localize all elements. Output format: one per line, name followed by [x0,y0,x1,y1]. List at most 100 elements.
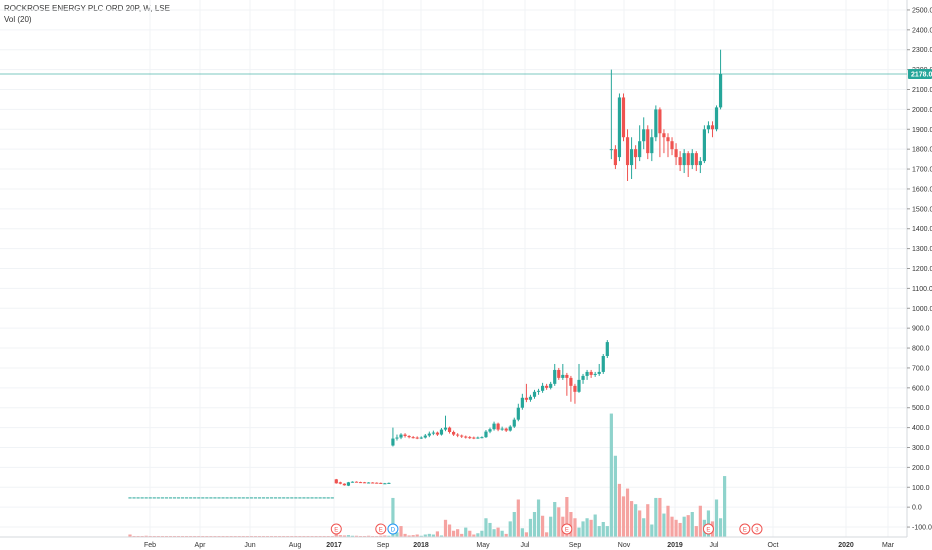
volume-bar [694,526,698,537]
candle-body [363,482,367,484]
candle-body [480,437,484,439]
candle-body [156,497,160,499]
candle-body [638,141,642,158]
candle-body [136,497,140,499]
volume-bar [512,512,516,537]
volume-bar [350,535,355,537]
volume-indicator-label[interactable]: Vol (20) [4,15,32,24]
volume-bar [650,524,654,537]
candle-body [625,137,630,166]
candle-body [577,379,581,392]
y-tick-label: 2100.0 [912,87,932,94]
candle-body [468,437,472,439]
candle-body [358,482,363,484]
candle-body [439,429,444,435]
volume-bar [504,533,508,537]
candle-body [702,129,706,162]
candle-body [431,432,435,434]
volume-bar [423,534,427,537]
candle-body [152,497,156,499]
volume-bar [439,535,444,537]
candle-body [314,497,318,499]
volume-bar [678,522,682,537]
candle-body [423,435,427,438]
candle-body [253,497,257,499]
candle-body [561,374,565,378]
candle-body [334,479,338,484]
y-tick-label: 800.0 [912,346,930,353]
earnings-marker [330,523,342,535]
candle-body [168,497,173,499]
x-tick-label: Oct [768,542,779,549]
candle-body [609,149,613,151]
candle-body [403,434,407,436]
candle-body [197,497,201,499]
candle-body [642,129,646,142]
y-tick-label: 1600.0 [912,186,932,193]
x-tick-label: Aug [289,542,302,549]
volume-bar [662,513,666,537]
candle-body [233,497,237,499]
candle-body [508,426,512,431]
candle-body [447,427,452,432]
y-tick-label: -100.0 [912,525,932,532]
candle-body [185,497,189,499]
candle-body [581,375,585,380]
candle-body [496,423,500,430]
volume-bar [427,533,431,537]
volume-bar [589,519,593,537]
candle-body [427,433,431,436]
candle-body [144,497,148,499]
candle-body [536,390,541,392]
candle-body [500,428,504,430]
y-tick-label: 1200.0 [912,266,932,273]
candle-body [217,497,221,499]
candle-body [662,133,666,138]
volume-bar [674,519,678,537]
candle-body [569,377,573,386]
candle-body [269,497,274,499]
candle-body [456,434,460,436]
y-tick-label: 1500.0 [912,206,932,213]
candle-body [694,153,698,166]
y-tick-label: 1900.0 [912,127,932,134]
y-tick-label: 2400.0 [912,27,932,34]
candle-body [176,497,181,499]
last-price-line: 2178.0 [0,68,932,79]
candle-body [464,436,468,438]
volume-bar [532,512,537,537]
candle-body [460,435,464,437]
candle-body [132,497,136,499]
candle-body [229,497,233,499]
last-price-label: 2178.0 [911,71,932,78]
candle-body [682,153,686,166]
volume-bars [128,413,727,537]
candle-body [375,482,379,484]
candle-body [322,497,326,499]
volume-bar [379,535,383,537]
volume-bar [585,518,589,537]
candle-body [666,137,670,142]
volume-bar [549,516,553,537]
candle-body [306,497,310,499]
volume-bar [654,497,658,537]
candle-body [205,497,209,499]
candle-body [617,97,622,158]
candle-body [605,342,609,357]
y-tick-label: 1800.0 [912,147,932,154]
y-tick-label: 700.0 [912,365,930,372]
y-tick-label: 1400.0 [912,226,932,233]
candle-body [714,107,719,130]
y-tick-label: 0.0 [912,505,922,512]
volume-bar [472,534,476,537]
volume-bar [407,535,411,537]
candle-body [593,373,597,375]
volume-bar [609,413,613,537]
candle-body [718,73,723,108]
volume-bar [634,504,638,537]
y-tick-label: 1700.0 [912,167,932,174]
marker-label: E [706,528,710,534]
candle-body [686,153,690,166]
candle-body [342,483,346,486]
